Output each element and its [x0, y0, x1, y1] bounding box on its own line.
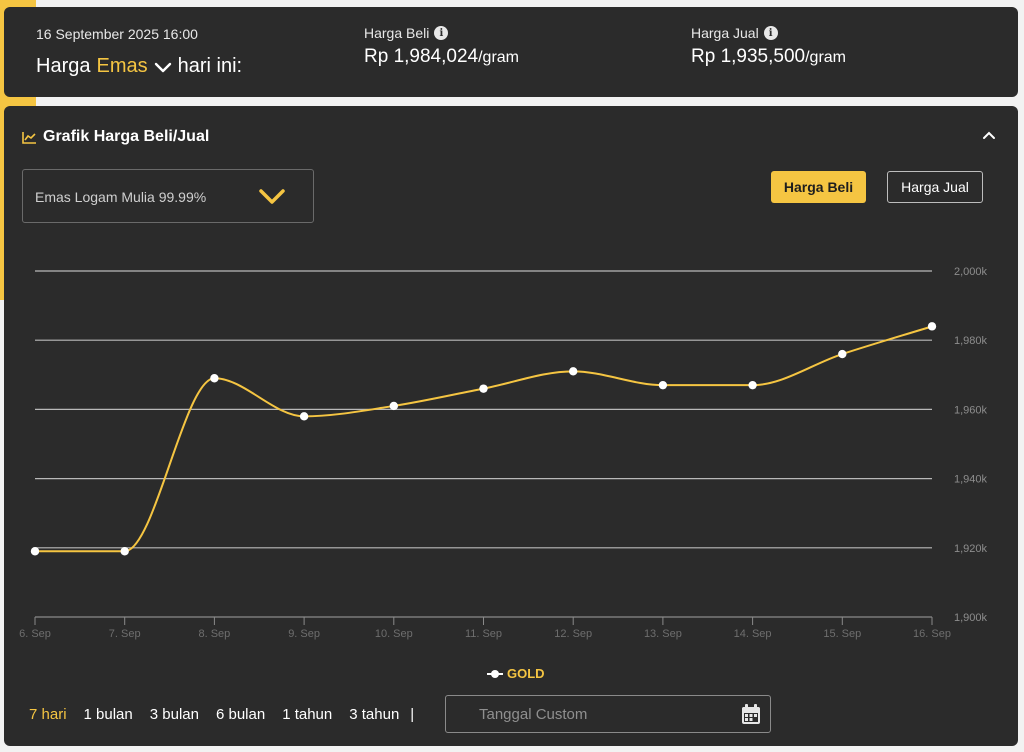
title-suffix: hari ini:: [177, 55, 243, 77]
info-icon[interactable]: i: [434, 26, 449, 40]
price-line-chart: 1,900k 1,920k 1,940k 1,960k 1,980k 2,000k 6. S…: [19, 266, 988, 640]
data-point: [479, 384, 488, 393]
data-point: [838, 349, 847, 359]
x-tick-label: 6. Sep: [19, 628, 51, 640]
x-tick-label: 10. Sep: [375, 628, 413, 640]
toggle-buy-button[interactable]: Harga Beli: [771, 171, 866, 203]
series-line-gold: [35, 325, 933, 553]
period-option[interactable]: 6 bulan: [215, 706, 266, 723]
price-summary-card: 16 September 2025 16:00 Harga Emas hari …: [4, 7, 1018, 97]
sell-price-block: Harga Jual i Rp 1,935,500/gram: [691, 25, 846, 68]
data-point: [389, 401, 398, 411]
legend-label: GOLD: [507, 666, 545, 681]
data-point: [927, 322, 937, 331]
buy-price-value: Rp 1,984,024: [364, 46, 479, 67]
data-point: [569, 367, 578, 376]
chart-line-icon: [22, 131, 36, 144]
data-point: [210, 374, 219, 383]
buy-price-unit: /gram: [478, 49, 519, 66]
x-tick-label: 14. Sep: [734, 628, 772, 640]
product-select[interactable]: Emas Logam Mulia 99.99%: [22, 169, 314, 223]
x-tick-label: 16. Sep: [913, 628, 951, 640]
y-tick-label: 1,980k: [954, 335, 988, 347]
data-point: [299, 412, 309, 421]
sell-price-label: Harga Jual: [691, 25, 759, 41]
data-point: [120, 547, 129, 556]
y-tick-label: 1,940k: [954, 474, 988, 486]
custom-date-input[interactable]: [446, 696, 726, 732]
data-point: [748, 380, 757, 390]
y-tick-label: 1,920k: [954, 543, 988, 555]
x-tick-label: 15. Sep: [823, 628, 861, 640]
y-tick-label: 1,960k: [954, 404, 988, 416]
legend-marker: [487, 669, 503, 678]
toggle-sell-button[interactable]: Harga Jual: [887, 171, 983, 203]
period-option[interactable]: 1 bulan: [83, 706, 133, 723]
period-selector: 7 hari 1 bulan 3 bulan 6 bulan 1 tahun 3 tahu…: [29, 706, 414, 723]
sell-price-unit: /gram: [805, 49, 846, 66]
x-tick-label: 9. Sep: [288, 628, 320, 640]
y-tick-label: 1,900k: [954, 612, 988, 624]
buy-price-label: Harga Beli: [364, 25, 430, 41]
chevron-down-icon: [259, 189, 285, 204]
timestamp: 16 September 2025 16:00: [36, 26, 198, 42]
info-icon[interactable]: i: [763, 26, 778, 40]
data-point: [30, 547, 40, 556]
period-option[interactable]: 3 bulan: [149, 706, 199, 723]
period-option[interactable]: 1 tahun: [282, 706, 333, 723]
period-separator: |: [410, 706, 415, 723]
chart-card: Grafik Harga Beli/Jual Emas Logam Mulia …: [4, 106, 1018, 746]
x-tick-label: 12. Sep: [554, 628, 592, 640]
period-option[interactable]: 3 tahun: [349, 706, 400, 723]
y-tick-label: 2,000k: [954, 266, 988, 278]
x-tick-label: 8. Sep: [198, 628, 230, 640]
x-tick-label: 11. Sep: [465, 628, 502, 640]
buy-price-block: Harga Beli i Rp 1,984,024/gram: [364, 25, 519, 68]
x-tick-label: 13. Sep: [644, 628, 682, 640]
chart-legend[interactable]: GOLD: [487, 666, 545, 681]
custom-date-field[interactable]: [445, 695, 771, 733]
product-select-value: Emas Logam Mulia 99.99%: [35, 189, 207, 205]
title-prefix: Harga: [36, 55, 91, 77]
period-option[interactable]: 7 hari: [29, 706, 67, 723]
page-title: Harga Emas hari ini:: [36, 55, 242, 78]
section-title-text: Grafik Harga Beli/Jual: [43, 128, 210, 145]
metal-selector-label[interactable]: Emas: [96, 55, 148, 77]
data-point: [658, 380, 668, 390]
section-title: Grafik Harga Beli/Jual: [22, 128, 209, 146]
chevron-down-icon[interactable]: [154, 58, 172, 76]
chevron-up-icon[interactable]: [982, 128, 996, 142]
x-tick-label: 7. Sep: [109, 628, 141, 640]
sell-price-value: Rp 1,935,500: [691, 46, 806, 67]
calendar-icon[interactable]: [741, 703, 761, 725]
